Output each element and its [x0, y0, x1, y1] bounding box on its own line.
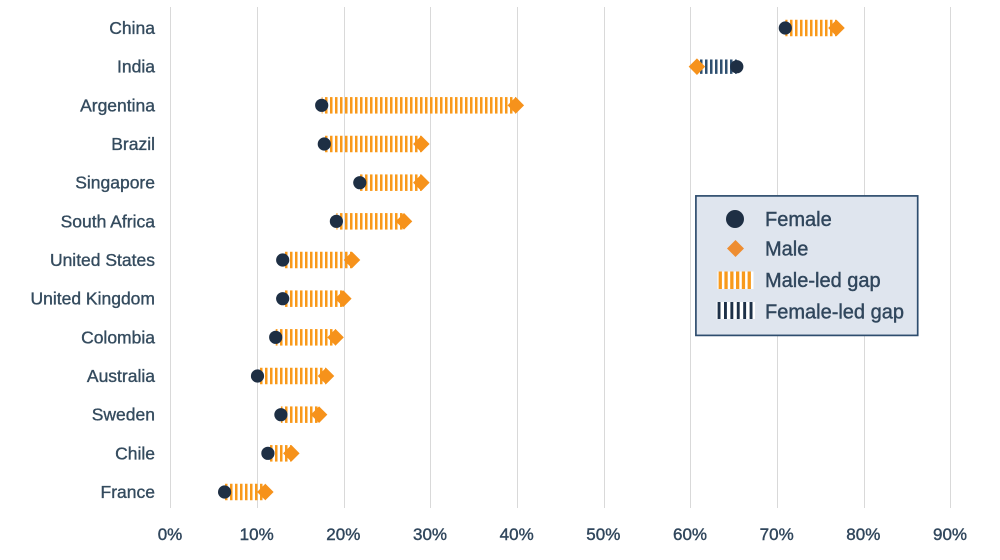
svg-text:Argentina: Argentina: [80, 95, 155, 115]
svg-text:Australia: Australia: [87, 366, 155, 386]
svg-text:80%: 80%: [846, 525, 880, 544]
svg-text:90%: 90%: [933, 525, 967, 544]
svg-text:Male-led gap: Male-led gap: [765, 270, 881, 292]
svg-text:20%: 20%: [326, 525, 360, 544]
svg-text:10%: 10%: [240, 525, 274, 544]
svg-text:Female-led gap: Female-led gap: [765, 302, 904, 324]
svg-text:Sweden: Sweden: [92, 405, 155, 425]
svg-text:50%: 50%: [586, 525, 620, 544]
svg-text:Singapore: Singapore: [75, 173, 155, 193]
svg-text:Colombia: Colombia: [81, 327, 155, 347]
svg-text:United States: United States: [50, 250, 155, 270]
svg-text:China: China: [109, 18, 155, 38]
svg-text:Female: Female: [765, 209, 832, 231]
svg-text:Male: Male: [765, 239, 808, 261]
svg-text:South Africa: South Africa: [61, 211, 156, 231]
svg-text:India: India: [117, 57, 155, 77]
svg-text:40%: 40%: [500, 525, 534, 544]
svg-text:Brazil: Brazil: [111, 134, 155, 154]
svg-text:Chile: Chile: [115, 443, 155, 463]
svg-text:0%: 0%: [158, 525, 183, 544]
svg-text:United Kingdom: United Kingdom: [30, 289, 155, 309]
svg-text:70%: 70%: [760, 525, 794, 544]
svg-text:30%: 30%: [413, 525, 447, 544]
svg-text:France: France: [101, 482, 155, 502]
svg-text:60%: 60%: [673, 525, 707, 544]
